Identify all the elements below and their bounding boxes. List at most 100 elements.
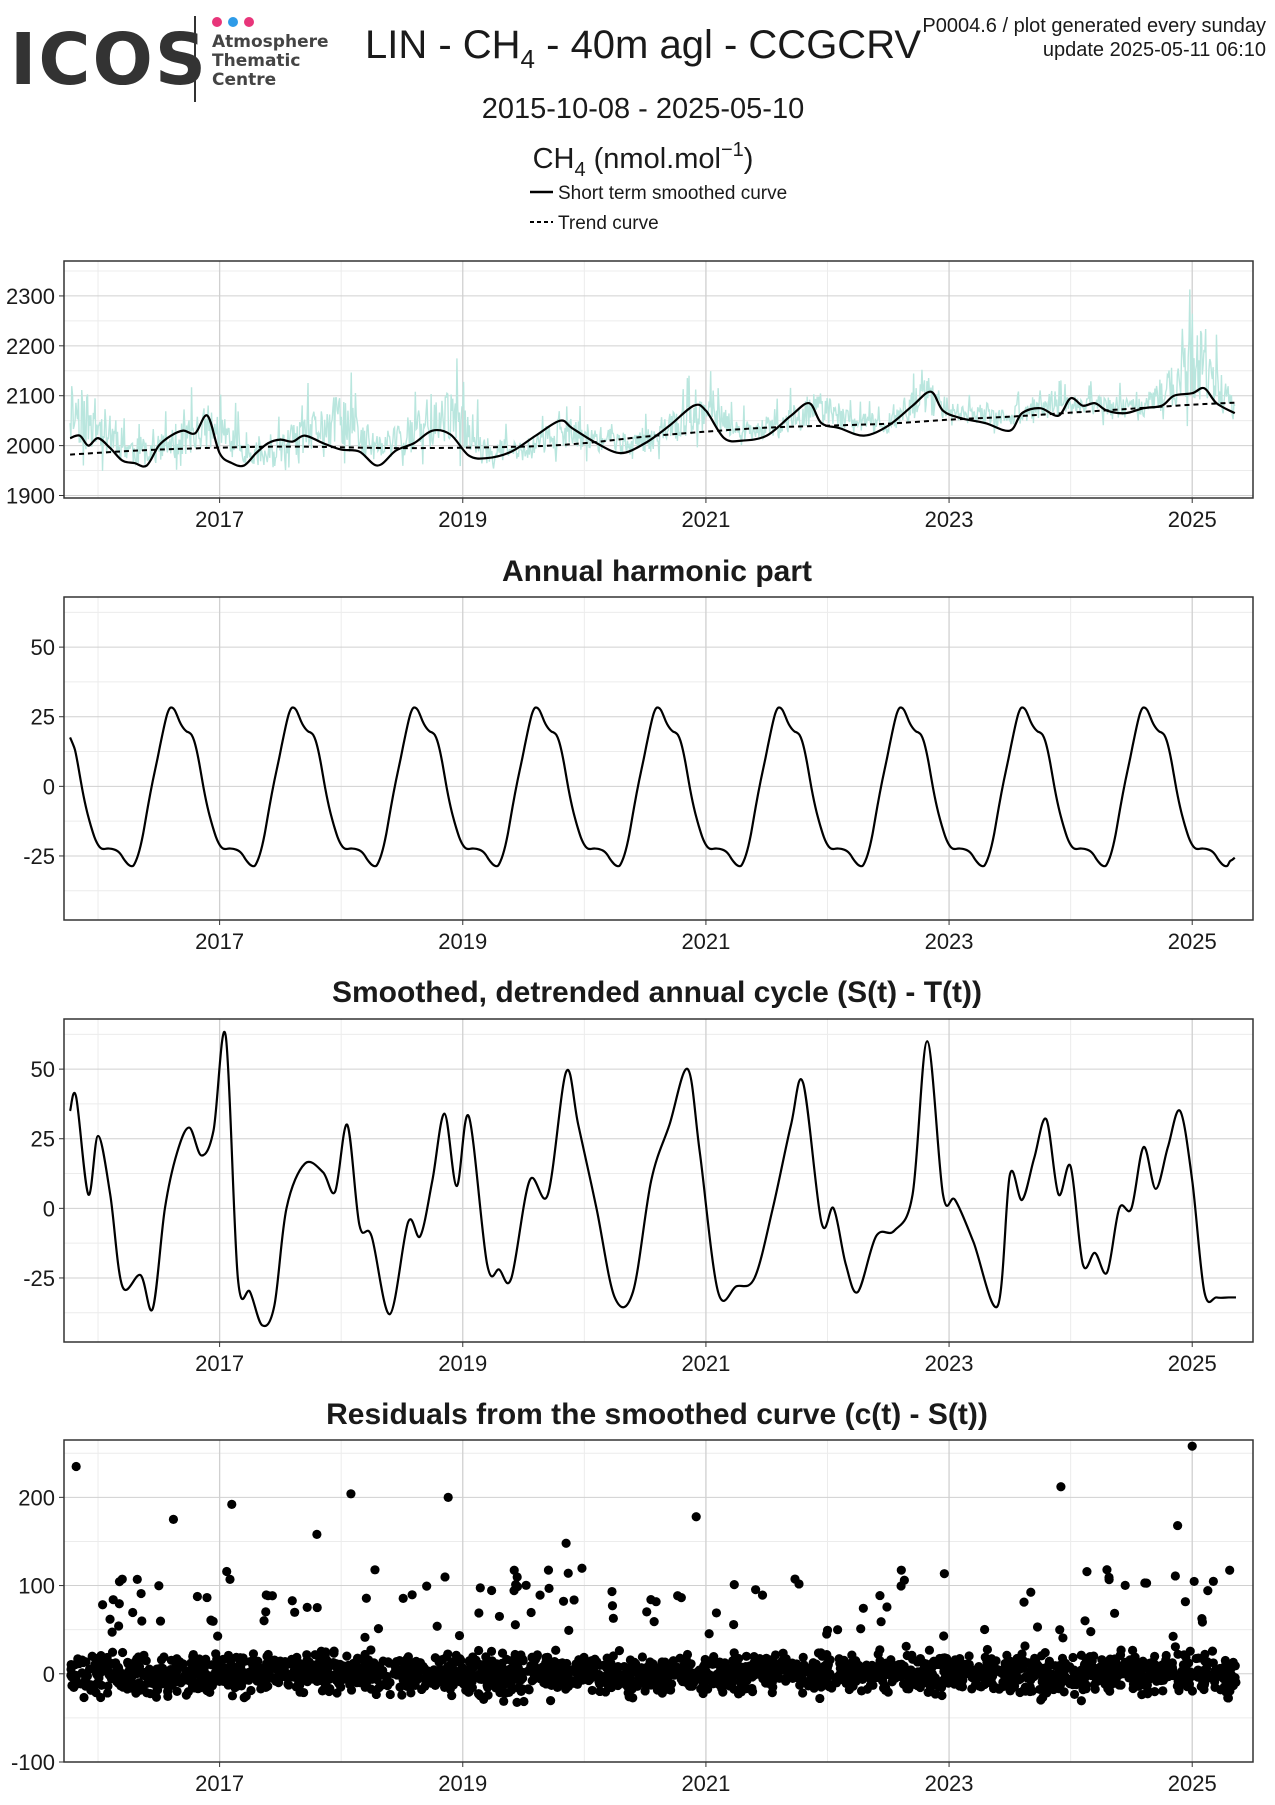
y-tick-label: -25: [23, 1266, 55, 1291]
residual-point: [359, 1655, 369, 1665]
residual-point: [156, 1663, 166, 1674]
residual-point: [114, 1599, 124, 1609]
residual-point: [106, 1673, 117, 1684]
residual-point: [360, 1632, 370, 1642]
residual-point: [646, 1680, 656, 1690]
x-tick-label: 2023: [925, 507, 974, 532]
residual-point: [443, 1492, 453, 1502]
residual-point: [895, 1671, 905, 1681]
residual-point: [390, 1660, 400, 1671]
residual-point: [1097, 1655, 1107, 1665]
x-tick-label: 2021: [681, 1351, 730, 1376]
residual-point: [132, 1657, 142, 1667]
residual-point: [718, 1687, 728, 1697]
residual-point: [857, 1674, 868, 1684]
residual-point: [465, 1680, 475, 1691]
residual-point: [546, 1677, 556, 1688]
residual-point: [1164, 1661, 1174, 1671]
short-term-smoothed-curve: [69, 386, 1236, 468]
residual-point: [1178, 1666, 1188, 1676]
residual-point: [684, 1667, 694, 1677]
residual-point: [726, 1666, 736, 1676]
logo-dot-3: [244, 17, 254, 27]
residual-point: [417, 1684, 427, 1695]
residual-point: [964, 1651, 974, 1661]
residual-point: [201, 1654, 211, 1664]
residual-point: [240, 1656, 250, 1666]
residual-point: [843, 1666, 854, 1676]
residual-point: [489, 1665, 499, 1676]
residual-point: [529, 1669, 539, 1679]
residual-point: [610, 1665, 620, 1676]
x-tick-label: 2019: [438, 1351, 487, 1376]
residual-point: [631, 1679, 641, 1689]
residual-point: [482, 1658, 492, 1668]
residual-point: [729, 1619, 739, 1630]
residual-point: [1163, 1670, 1173, 1680]
residual-point: [139, 1650, 149, 1660]
residual-point: [703, 1684, 713, 1694]
residual-point: [236, 1681, 247, 1691]
residual-point: [543, 1565, 554, 1575]
residual-point: [251, 1661, 262, 1671]
residual-point: [650, 1672, 660, 1682]
y-tick-label: -25: [23, 844, 55, 869]
residual-point: [1081, 1669, 1092, 1679]
detrended-panel-title: Smoothed, detrended annual cycle (S(t) -…: [332, 976, 982, 1009]
residual-point: [887, 1677, 897, 1687]
residual-point: [798, 1688, 808, 1698]
residual-point: [882, 1602, 892, 1612]
residual-point: [1198, 1677, 1208, 1687]
residual-point: [587, 1672, 597, 1682]
residual-point: [512, 1572, 522, 1582]
y-tick-label: 25: [31, 705, 55, 730]
residual-point: [1128, 1683, 1138, 1694]
legend-trend-label: Trend curve: [558, 213, 659, 234]
residual-point: [342, 1651, 352, 1661]
residual-point: [474, 1608, 484, 1618]
residual-point: [905, 1678, 915, 1688]
residual-point: [105, 1614, 115, 1624]
residual-point: [372, 1665, 382, 1675]
residual-point: [896, 1581, 906, 1591]
residual-point: [578, 1675, 588, 1685]
residual-point: [642, 1607, 652, 1617]
residual-point: [1182, 1682, 1192, 1692]
residual-point: [91, 1664, 101, 1674]
residual-point: [856, 1624, 866, 1634]
residual-point: [747, 1687, 758, 1697]
detrended-cycle-curve: [69, 1031, 1236, 1328]
residual-point: [229, 1667, 239, 1677]
residual-point: [761, 1653, 771, 1663]
residual-point: [833, 1625, 843, 1635]
residual-point: [711, 1608, 722, 1618]
residual-point: [697, 1673, 707, 1684]
residual-point: [246, 1685, 256, 1696]
residual-point: [789, 1663, 799, 1673]
residual-point: [875, 1590, 885, 1601]
residual-point: [483, 1682, 493, 1693]
residual-point: [1185, 1672, 1195, 1682]
residual-point: [602, 1663, 612, 1673]
residual-point: [1041, 1665, 1051, 1675]
residual-point: [423, 1666, 433, 1676]
residual-point: [901, 1641, 911, 1651]
residual-point: [1017, 1649, 1027, 1659]
residual-point: [741, 1651, 752, 1661]
residual-point: [432, 1621, 442, 1631]
residual-point: [359, 1678, 369, 1688]
residual-point: [824, 1681, 834, 1692]
residual-point: [510, 1620, 520, 1630]
y-tick-label: 0: [43, 774, 55, 799]
residual-point: [96, 1692, 106, 1703]
residual-point: [1018, 1663, 1028, 1673]
residual-point: [1042, 1688, 1052, 1698]
residual-point: [1002, 1650, 1012, 1660]
residual-point: [513, 1675, 523, 1685]
trend-curve: [70, 401, 1235, 456]
unit-label: CH4 (nmol.mol−1): [533, 139, 754, 181]
residual-point: [918, 1664, 929, 1674]
residual-point: [280, 1657, 290, 1667]
residual-point: [729, 1580, 739, 1590]
